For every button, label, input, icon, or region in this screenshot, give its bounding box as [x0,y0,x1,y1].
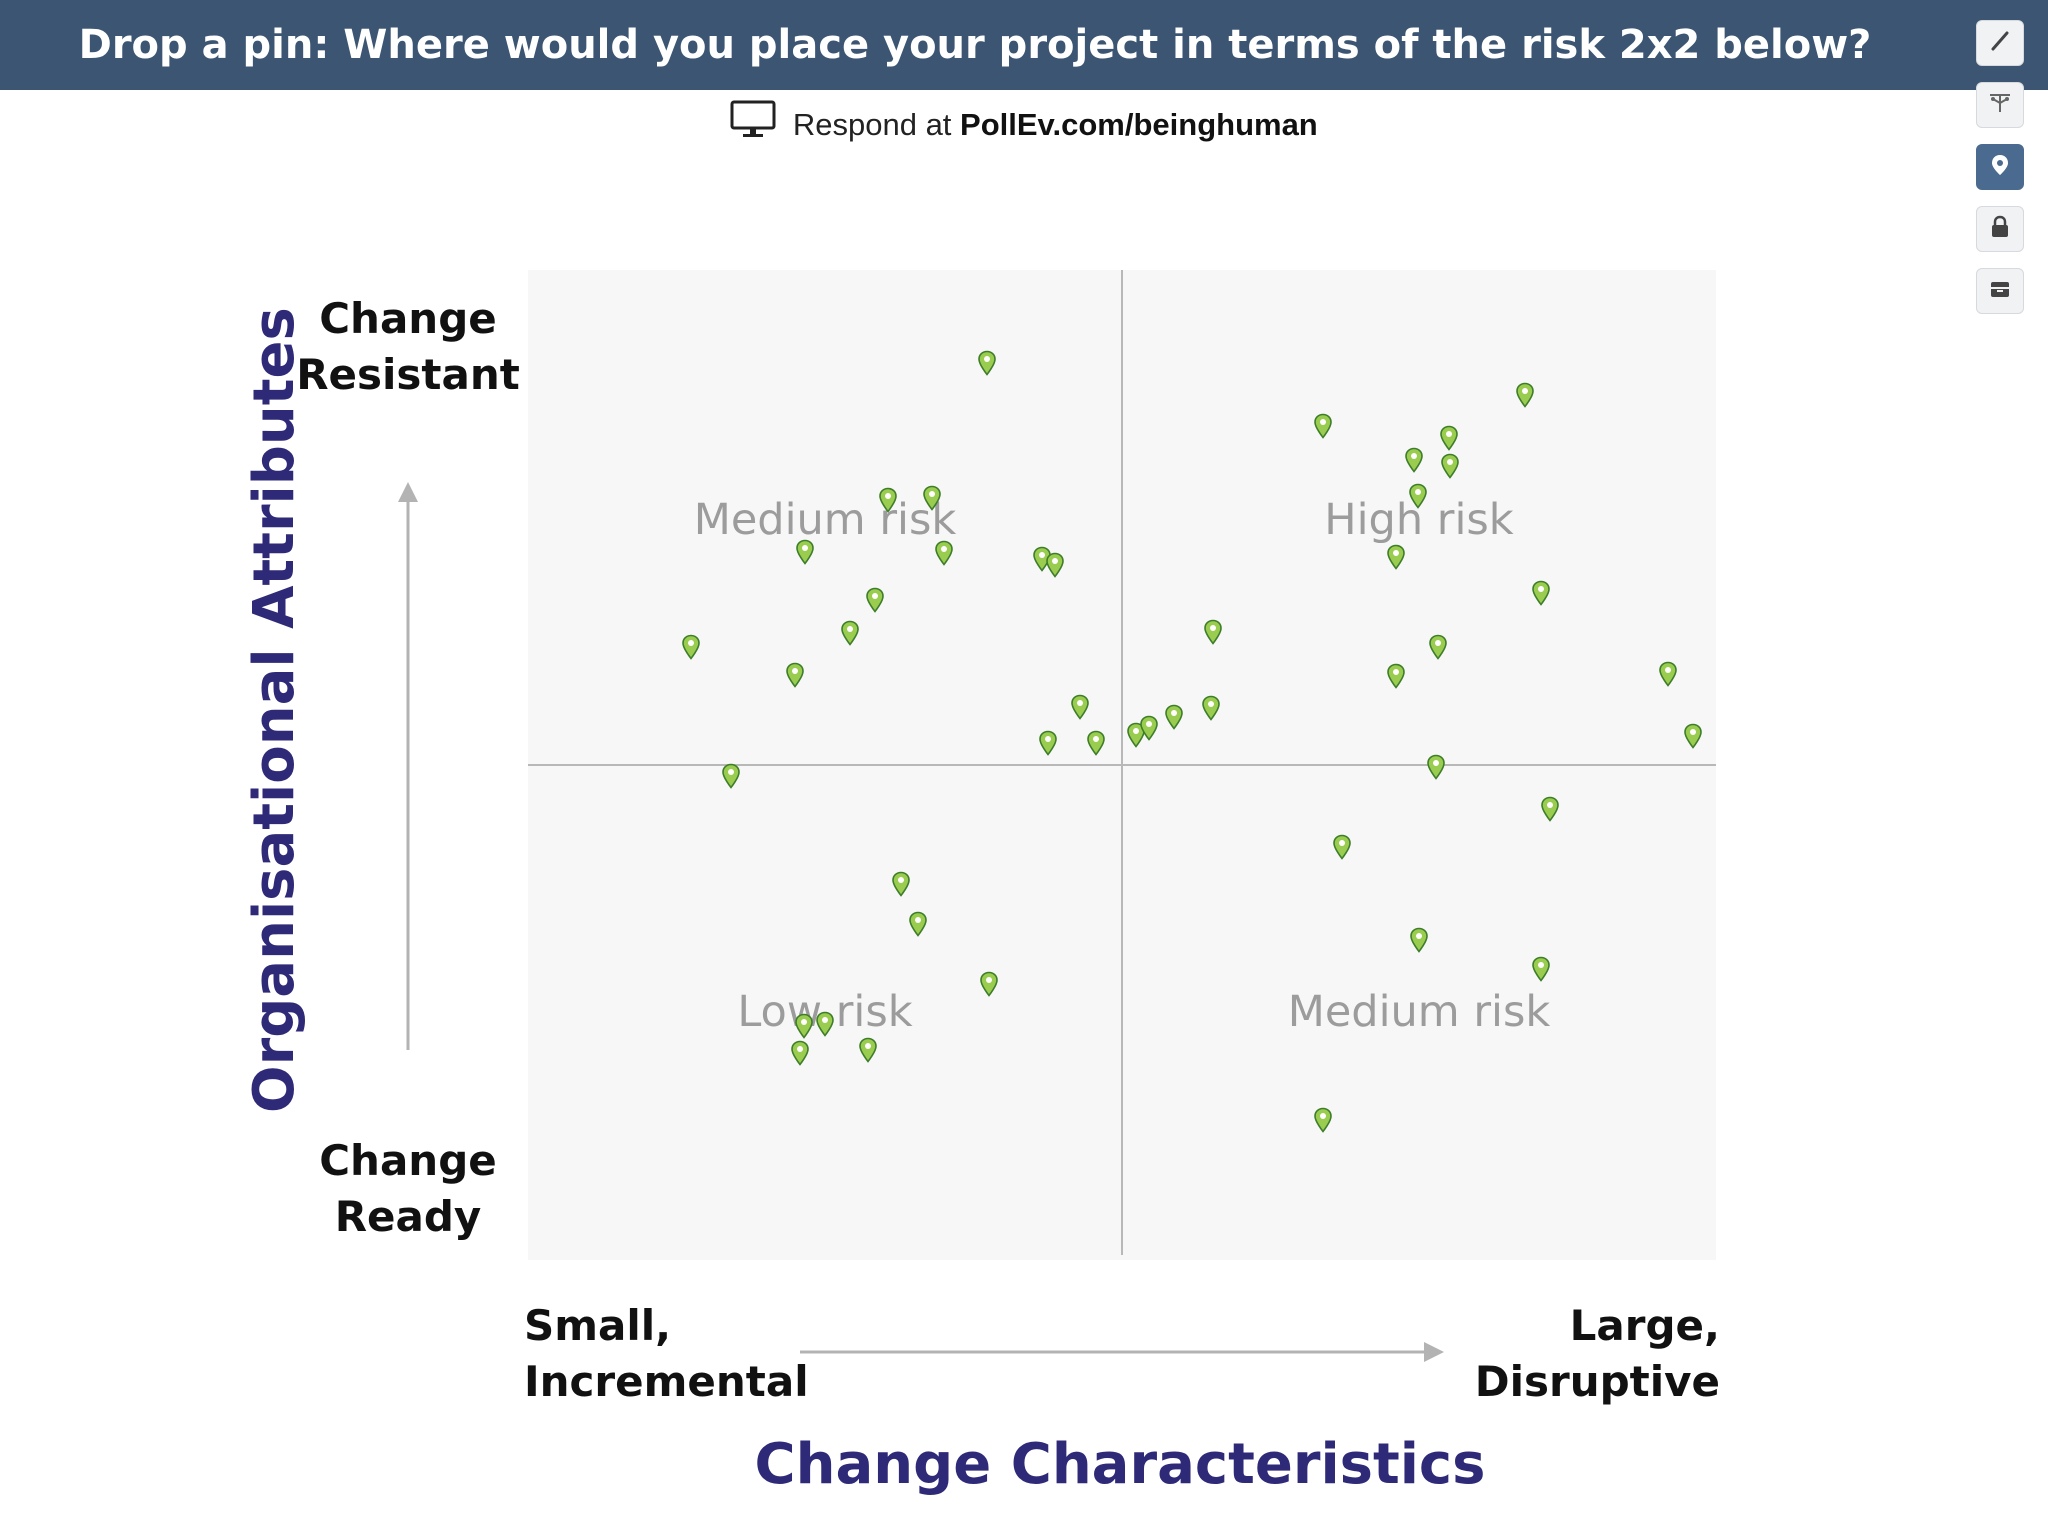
map-pin-37[interactable] [908,911,928,938]
map-pin-22[interactable] [1404,447,1424,473]
map-pin-36[interactable] [891,871,911,897]
map-pin-3[interactable] [878,487,898,513]
map-pin-8[interactable] [1045,552,1065,578]
map-pin-6[interactable] [934,540,954,566]
map-pin-17[interactable] [1139,715,1159,742]
poll-question-title: Drop a pin: Where would you place your p… [78,22,1872,68]
poll-url[interactable]: PollEv.com/beinghuman [960,107,1318,143]
map-pin-19[interactable] [1201,695,1221,721]
archive-button[interactable] [1976,268,2024,314]
map-pin-11[interactable] [681,634,701,660]
respond-prefix: Respond at [792,107,952,143]
map-pin-icon [1987,152,2013,183]
map-pin-45[interactable] [1313,1107,1333,1134]
lock-icon [1987,214,2013,245]
map-pin-7[interactable] [1032,546,1052,572]
map-pin-2[interactable] [785,662,805,688]
map-pin-40[interactable] [815,1011,835,1038]
map-pin-1[interactable] [977,350,997,376]
map-pin-10[interactable] [840,620,860,647]
map-pin-30[interactable] [1386,663,1406,689]
map-pin-32[interactable] [1683,723,1703,750]
pins-layer [528,270,1716,1260]
map-pin-34[interactable] [1540,796,1560,822]
map-pin-39[interactable] [794,1013,814,1040]
map-pin-31[interactable] [1658,661,1678,687]
y-axis-title: Organisational Attributes [242,307,307,1113]
map-pin-12[interactable] [721,763,741,789]
map-pin-18[interactable] [1164,704,1184,731]
y-bottom-line2: Ready [334,1192,482,1241]
quadrant-top-left-label: Medium risk [693,495,957,545]
map-pin-20[interactable] [1203,619,1223,646]
vertical-divider [1121,270,1123,1255]
map-pin-38[interactable] [979,971,999,997]
map-pin-14[interactable] [1038,730,1058,756]
pencil-button[interactable] [1976,20,2024,66]
monitor-icon [730,100,776,154]
map-pin-13[interactable] [1070,694,1090,720]
map-pin-4[interactable] [795,539,815,565]
y-axis-arrow [398,482,418,1050]
map-pin-28[interactable] [1531,580,1551,606]
x-right-label: Large, Disruptive [1400,1298,1720,1410]
risk-matrix-plot[interactable]: Medium risk High risk Low risk Medium ri… [528,270,1716,1260]
map-pin-21[interactable] [1313,413,1333,440]
pencil-icon [1987,28,2013,59]
y-bottom-label: Change Ready [288,1133,528,1245]
x-left-line1: Small, [524,1301,672,1350]
map-pin-27[interactable] [1515,382,1535,408]
map-pin-23[interactable] [1440,453,1460,479]
y-bottom-line1: Change [319,1136,497,1185]
map-pin-15[interactable] [1086,730,1106,756]
map-pin-25[interactable] [1408,483,1428,509]
filter-button[interactable] [1976,82,2024,128]
horizontal-divider [528,764,1716,766]
x-right-line1: Large, [1569,1301,1720,1350]
y-top-label: Change Resistant [288,291,528,403]
y-top-line2: Resistant [296,350,520,399]
x-right-line2: Disruptive [1474,1357,1720,1406]
map-pin-43[interactable] [1409,927,1429,953]
map-pin-33[interactable] [1426,754,1446,780]
header-bar: Drop a pin: Where would you place your p… [0,0,2048,90]
map-pin-24[interactable] [1439,425,1459,452]
map-pin-42[interactable] [858,1037,878,1063]
archive-icon [1987,276,2013,307]
map-pin-5[interactable] [922,485,942,511]
map-pin-9[interactable] [865,587,885,613]
respond-line: Respond at PollEv.com/beinghuman [0,100,2048,148]
map-pin-26[interactable] [1386,544,1406,570]
filter-icon [1987,90,2013,121]
x-axis-arrow [800,1342,1444,1362]
x-left-line2: Incremental [524,1357,809,1406]
map-pin-41[interactable] [790,1040,810,1066]
x-axis-title: Change Characteristics [754,1432,1486,1497]
quadrant-bottom-right-label: Medium risk [1287,987,1551,1037]
lock-button[interactable] [1976,206,2024,252]
map-pin-44[interactable] [1531,956,1551,982]
map-pin-29[interactable] [1428,634,1448,660]
map-pin-button[interactable] [1976,144,2024,190]
x-left-label: Small, Incremental [524,1298,809,1410]
map-pin-35[interactable] [1332,834,1352,860]
y-top-line1: Change [319,294,497,343]
